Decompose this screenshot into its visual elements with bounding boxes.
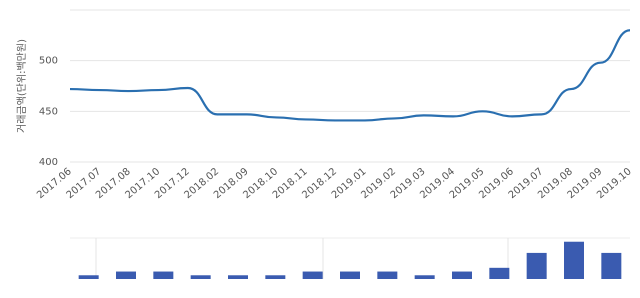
volume-bar (265, 275, 286, 279)
volume-bar (564, 241, 584, 279)
y-tick-label: 500 (39, 56, 58, 67)
volume-bar (452, 271, 472, 279)
price-line (69, 29, 631, 122)
volume-bar (228, 275, 248, 279)
volume-bar (489, 267, 510, 279)
y-tick-label: 450 (39, 106, 58, 117)
y-tick-label: 400 (39, 157, 58, 168)
volume-bar (302, 271, 323, 279)
volume-bar (414, 275, 435, 279)
volume-bar (153, 271, 174, 279)
volume-bar (190, 275, 211, 279)
volume-bar (526, 252, 547, 279)
volume-bar (601, 252, 622, 279)
volume-bar (377, 271, 398, 279)
y-axis-label: 거래금액(단위:백만원) (15, 39, 28, 133)
volume-bar (116, 271, 136, 279)
volume-bar (78, 275, 99, 279)
volume-bar (340, 271, 360, 279)
